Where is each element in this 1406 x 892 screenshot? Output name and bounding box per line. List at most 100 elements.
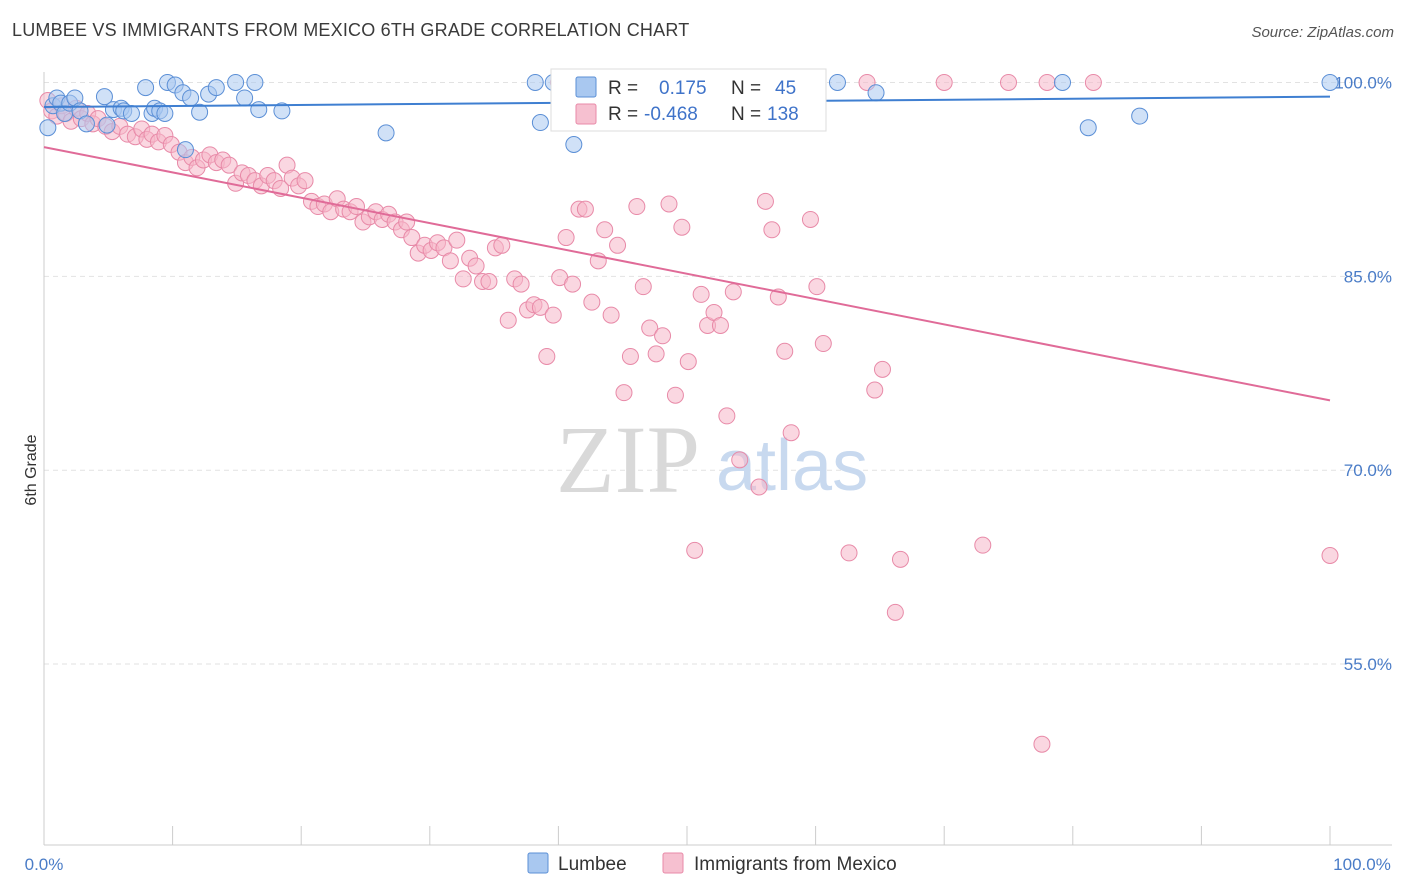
point-mexico xyxy=(641,319,659,337)
point-mexico xyxy=(634,278,652,296)
legend-n-value-2: 138 xyxy=(767,104,799,125)
point-lumbee xyxy=(182,89,200,107)
point-mexico xyxy=(467,257,485,275)
point-lumbee xyxy=(191,103,209,121)
point-lumbee xyxy=(236,89,254,107)
trend-line-mexico xyxy=(43,146,1331,402)
point-mexico xyxy=(866,381,884,399)
point-lumbee xyxy=(828,73,846,91)
bottom-legend-label-lumbee: Lumbee xyxy=(558,854,627,875)
point-mexico xyxy=(692,285,710,303)
point-mexico xyxy=(621,347,639,365)
point-mexico xyxy=(403,229,421,247)
legend-box xyxy=(550,68,827,132)
point-lumbee xyxy=(227,73,245,91)
point-mexico xyxy=(673,218,691,236)
point-mexico xyxy=(576,200,594,218)
source-label: Source: ZipAtlas.com xyxy=(1251,24,1394,41)
point-mexico xyxy=(750,478,768,496)
point-mexico xyxy=(296,172,314,190)
series-legend: Lumbee Immigrants from Mexico xyxy=(527,852,897,875)
point-lumbee xyxy=(531,114,549,132)
point-mexico xyxy=(628,198,646,216)
point-mexico xyxy=(891,550,909,568)
point-mexico xyxy=(220,156,238,174)
point-lumbee xyxy=(273,102,291,120)
y-tick-label: 85.0% xyxy=(1344,267,1392,286)
point-mexico xyxy=(480,272,498,290)
watermark-zip: ZIP xyxy=(556,406,700,513)
point-mexico xyxy=(647,345,665,363)
legend-swatch-lumbee xyxy=(575,76,597,98)
bottom-legend-swatch-lumbee xyxy=(527,852,549,874)
point-lumbee xyxy=(207,79,225,97)
point-mexico xyxy=(564,275,582,293)
legend-swatch-mexico xyxy=(575,103,597,125)
point-lumbee xyxy=(250,101,268,119)
point-mexico xyxy=(814,335,832,353)
point-lumbee xyxy=(377,124,395,142)
point-mexico xyxy=(441,252,459,270)
point-mexico xyxy=(686,541,704,559)
point-lumbee xyxy=(176,141,194,159)
point-mexico xyxy=(724,283,742,301)
point-mexico xyxy=(596,221,614,239)
point-lumbee xyxy=(246,73,264,91)
bottom-legend-label-mexico: Immigrants from Mexico xyxy=(694,854,897,875)
point-mexico xyxy=(756,192,774,210)
point-mexico xyxy=(499,311,517,329)
point-mexico xyxy=(654,327,672,345)
point-lumbee xyxy=(1321,73,1339,91)
legend-r-label-1: R = xyxy=(608,78,638,99)
point-mexico xyxy=(538,347,556,365)
point-lumbee xyxy=(95,88,113,106)
legend-r-value-1: 0.175 xyxy=(659,78,707,99)
point-mexico xyxy=(718,407,736,425)
bottom-legend-swatch-mexico xyxy=(662,852,684,874)
point-mexico xyxy=(583,293,601,311)
point-mexico xyxy=(731,451,749,469)
legend-r-label-2: R = xyxy=(608,104,638,125)
x-tick-label-min: 0.0% xyxy=(25,855,64,874)
point-mexico xyxy=(886,603,904,621)
y-tick-label: 70.0% xyxy=(1344,461,1392,480)
legend-n-value-1: 45 xyxy=(775,78,796,99)
watermark: ZIP atlas xyxy=(556,406,868,513)
point-mexico xyxy=(1038,73,1056,91)
point-mexico xyxy=(615,384,633,402)
legend-r-value-2: -0.468 xyxy=(644,104,698,125)
stats-legend: R = 0.175 N = 45 R = -0.468 N = 138 xyxy=(550,68,827,132)
point-mexico xyxy=(801,210,819,228)
point-mexico xyxy=(935,73,953,91)
point-mexico xyxy=(711,316,729,334)
point-mexico xyxy=(454,270,472,288)
x-ticks xyxy=(43,826,1331,845)
point-lumbee xyxy=(98,116,116,134)
y-tick-label: 100.0% xyxy=(1334,73,1392,92)
point-lumbee xyxy=(137,79,155,97)
point-mexico xyxy=(679,353,697,371)
point-lumbee xyxy=(77,115,95,133)
y-axis-label: 6th Grade xyxy=(23,434,40,505)
point-mexico xyxy=(1033,735,1051,753)
point-mexico xyxy=(448,231,466,249)
point-mexico xyxy=(544,306,562,324)
chart-title: LUMBEE VS IMMIGRANTS FROM MEXICO 6TH GRA… xyxy=(12,20,690,40)
point-lumbee xyxy=(565,135,583,153)
point-mexico xyxy=(1000,73,1017,91)
point-mexico xyxy=(782,424,800,442)
legend-n-label-1: N = xyxy=(731,78,761,99)
point-lumbee xyxy=(156,104,174,122)
point-mexico xyxy=(840,544,858,562)
point-mexico xyxy=(493,236,511,254)
point-mexico xyxy=(1321,546,1339,564)
point-mexico xyxy=(776,342,794,360)
point-mexico xyxy=(609,236,627,254)
y-tick-labels: 55.0% 70.0% 85.0% 100.0% xyxy=(1334,73,1392,674)
point-lumbee xyxy=(867,84,885,102)
point-mexico xyxy=(873,360,891,378)
point-lumbee xyxy=(1079,119,1097,137)
point-mexico xyxy=(531,298,549,316)
point-mexico xyxy=(602,306,620,324)
